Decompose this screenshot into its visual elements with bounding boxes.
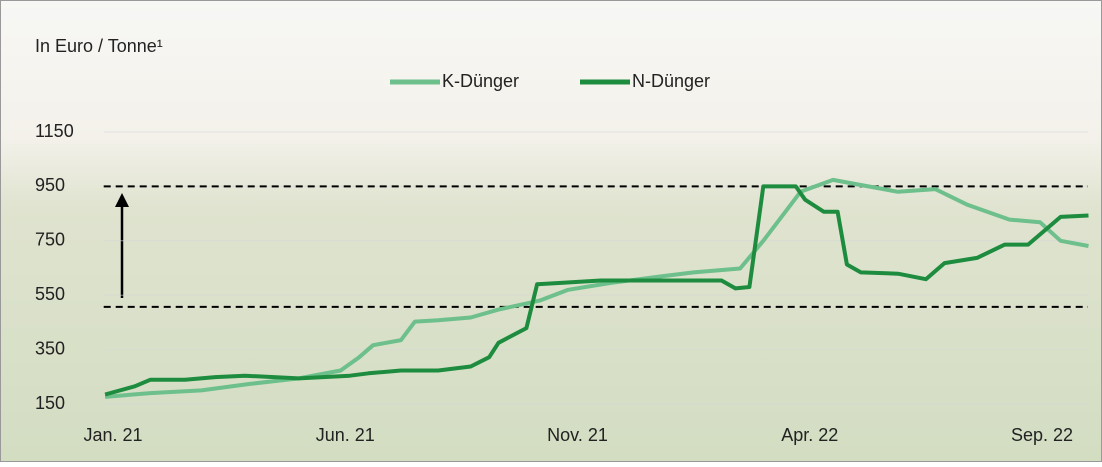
y-tick-label: 950 xyxy=(35,175,65,195)
y-tick-label: 550 xyxy=(35,284,65,304)
x-tick-label: Sep. 22 xyxy=(1011,425,1073,445)
x-tick-label: Jan. 21 xyxy=(83,425,142,445)
chart-title: In Euro / Tonne¹ xyxy=(35,36,163,56)
legend-label: N-Dünger xyxy=(632,71,710,91)
x-tick-label: Apr. 22 xyxy=(781,425,838,445)
legend-label: K-Dünger xyxy=(442,71,519,91)
y-tick-label: 150 xyxy=(35,393,65,413)
chart: In Euro / Tonne¹ K-Dünger N-Dünger 150 350… xyxy=(0,0,1102,462)
y-tick-label: 750 xyxy=(35,230,65,250)
x-tick-label: Nov. 21 xyxy=(547,425,608,445)
y-tick-label: 1150 xyxy=(35,121,74,141)
y-tick-label: 350 xyxy=(35,338,65,358)
x-tick-label: Jun. 21 xyxy=(316,425,375,445)
